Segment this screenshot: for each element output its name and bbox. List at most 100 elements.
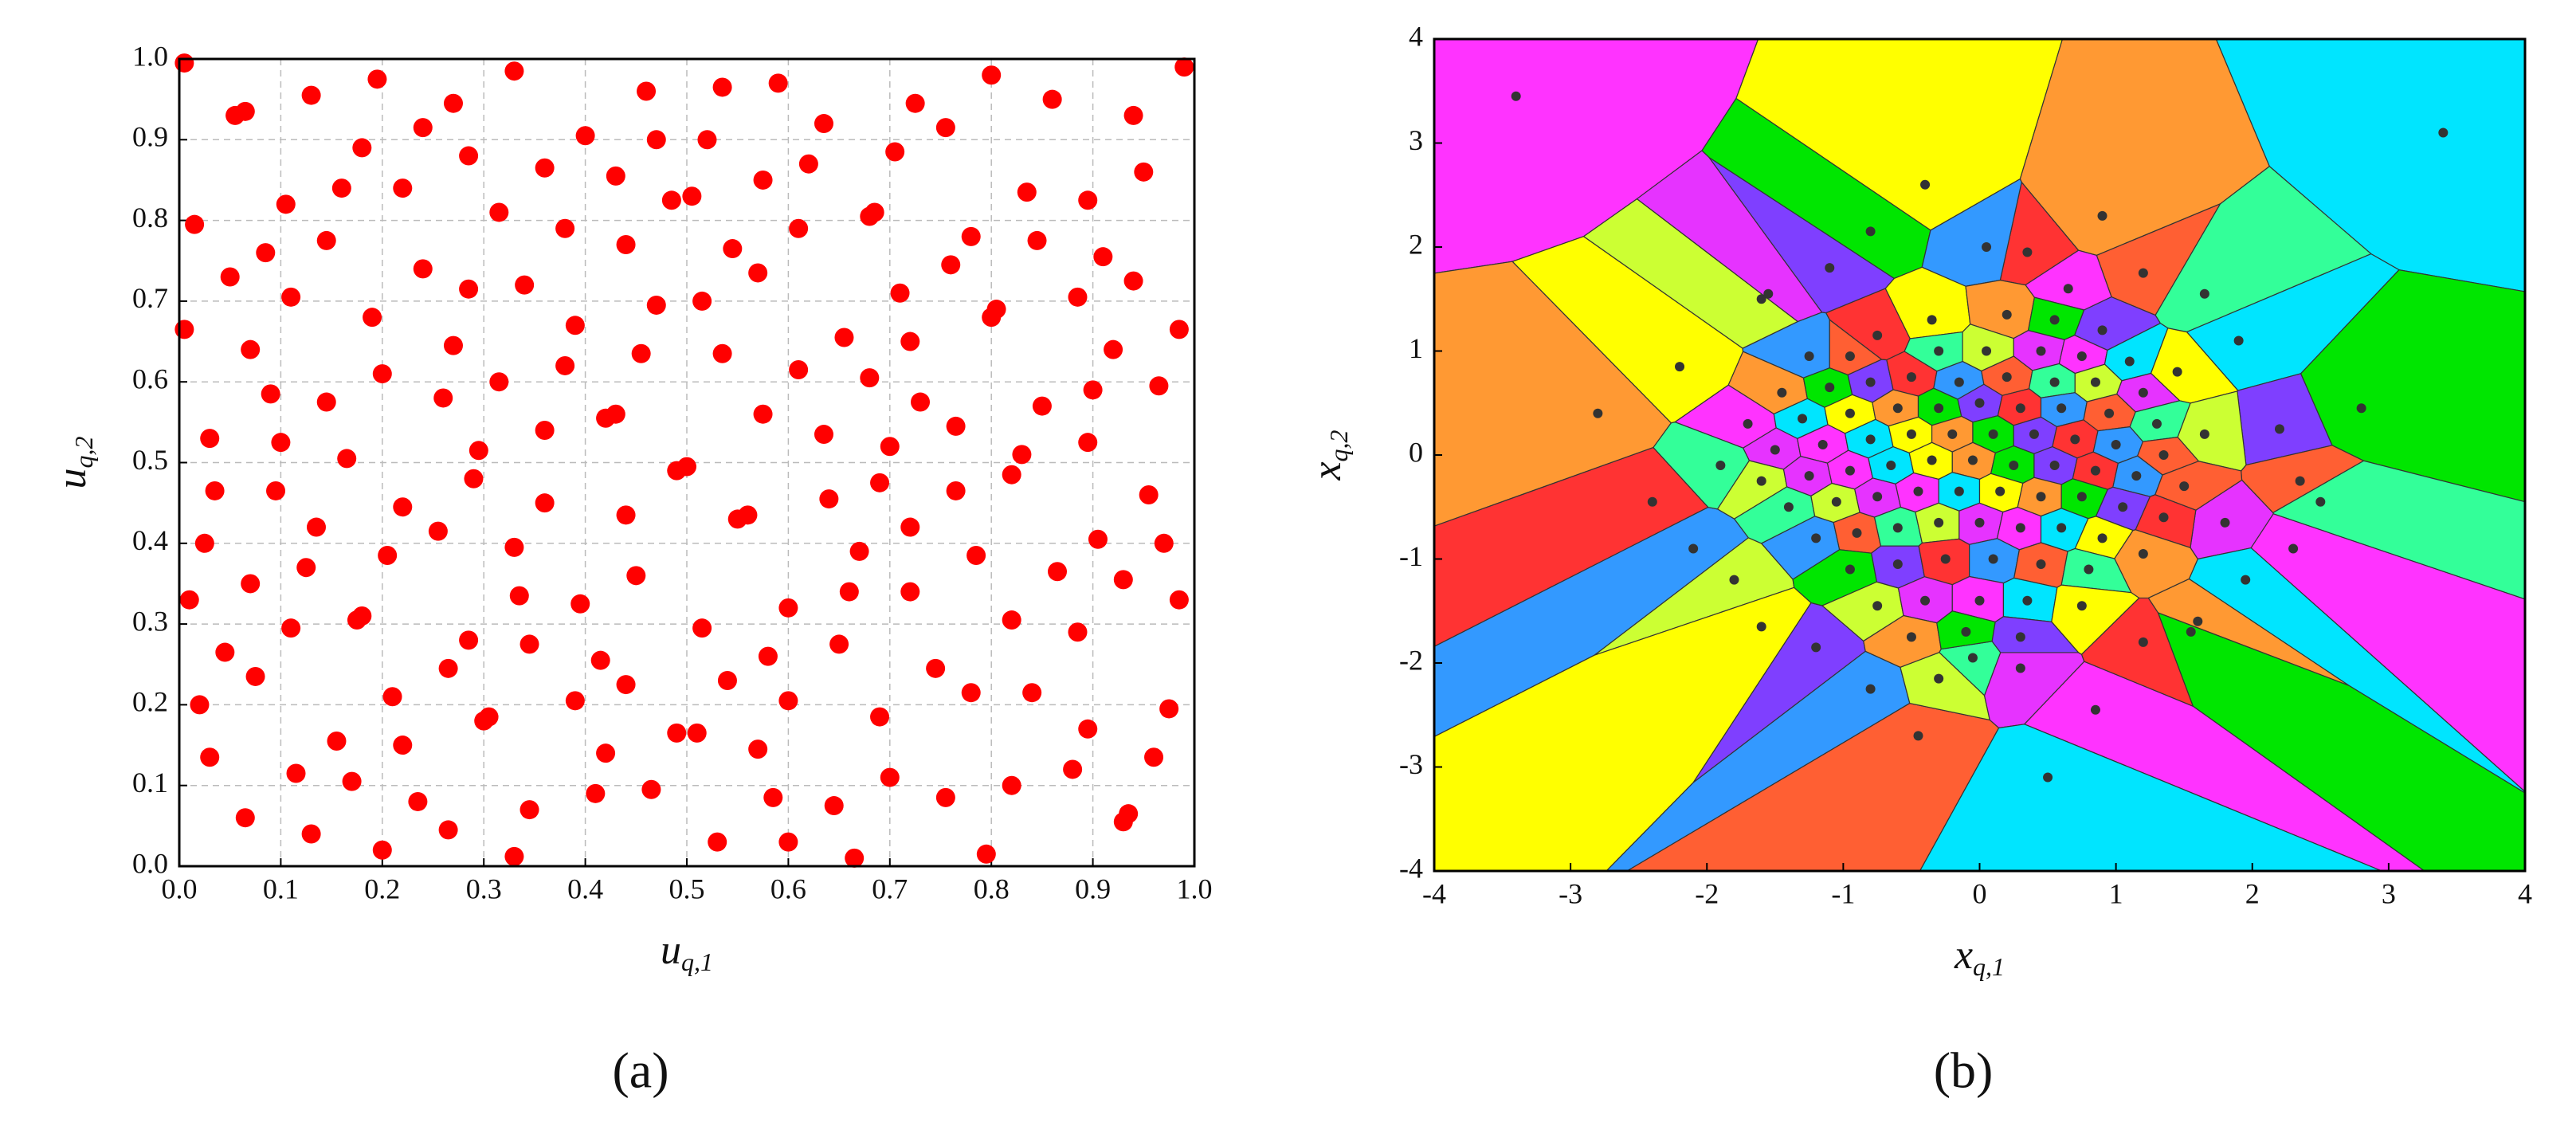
point [727, 509, 747, 529]
point [1511, 91, 1521, 101]
point [2076, 492, 2087, 502]
point [798, 154, 818, 174]
point [261, 384, 280, 404]
point [2049, 461, 2060, 471]
point [2090, 465, 2100, 476]
y-tick-label: 4 [1409, 20, 1423, 52]
point [667, 461, 687, 481]
point [393, 736, 413, 755]
point [504, 537, 524, 557]
point [367, 69, 387, 89]
point [982, 308, 1002, 328]
point [1906, 429, 1916, 439]
point [1967, 653, 1978, 663]
point [1913, 486, 1923, 496]
point [1777, 387, 1787, 398]
point [1934, 346, 1944, 356]
y-tick-label: 0.9 [132, 121, 168, 153]
point [870, 473, 890, 492]
point [789, 360, 809, 380]
point [1169, 590, 1189, 610]
point [616, 234, 636, 254]
point [1113, 812, 1133, 832]
point [241, 574, 261, 594]
point [2090, 704, 2100, 715]
point [2124, 356, 2135, 367]
point [2015, 663, 2025, 673]
point [2002, 372, 2012, 382]
point [459, 146, 479, 166]
point [2193, 616, 2203, 626]
x-tick-label: -3 [1559, 877, 1582, 909]
point [2158, 450, 2169, 460]
point [535, 420, 555, 440]
y-axis-label: uq,2 [49, 437, 98, 489]
x-tick-label: 2 [2245, 877, 2260, 909]
point [1012, 445, 1032, 465]
point [1113, 570, 1133, 590]
x-tick-label: 1.0 [1177, 873, 1213, 904]
point [347, 610, 367, 630]
point [413, 118, 433, 138]
point [1078, 433, 1098, 453]
point [1078, 190, 1098, 210]
point [413, 259, 433, 279]
point [1169, 320, 1189, 339]
point [1845, 408, 1855, 418]
point [1934, 673, 1944, 684]
point [1865, 684, 1876, 694]
point [1982, 346, 1992, 356]
y-tick-label: 0.6 [132, 363, 168, 394]
x-tick-label: 0.0 [162, 873, 198, 904]
point [1906, 372, 1916, 382]
point [2199, 429, 2209, 439]
point [860, 206, 880, 226]
point [459, 279, 479, 299]
point [2104, 408, 2115, 418]
point [2241, 575, 2251, 585]
point [758, 646, 778, 666]
point [748, 263, 768, 283]
y-tick-label: -2 [1399, 644, 1423, 676]
y-axis-label-sub: q,2 [69, 437, 98, 469]
point [900, 517, 920, 537]
point [2138, 548, 2148, 559]
point [1954, 377, 1964, 387]
point [266, 481, 286, 500]
point [687, 723, 707, 743]
point [1906, 632, 1916, 642]
point [1027, 230, 1047, 250]
point [286, 763, 306, 783]
point [1139, 485, 1159, 505]
y-tick-label: 1.0 [132, 40, 168, 72]
x-axis-label-sub: q,1 [1973, 952, 2005, 981]
point [1845, 465, 1855, 476]
point [697, 130, 717, 150]
point [271, 433, 291, 453]
point [1995, 486, 2006, 496]
point [845, 848, 865, 868]
point [504, 846, 524, 866]
point [1892, 559, 1903, 570]
point [2063, 284, 2073, 294]
y-axis-label-main: u [49, 469, 95, 489]
point [565, 316, 585, 335]
point [1974, 595, 1985, 606]
point [2036, 559, 2046, 570]
point [535, 493, 555, 513]
point [504, 61, 524, 81]
point [535, 158, 555, 178]
point [555, 355, 575, 375]
point [1982, 242, 1992, 252]
point [641, 779, 661, 799]
y-axis-label-sub: q,2 [1324, 430, 1353, 461]
x-tick-label: 1 [2109, 877, 2123, 909]
point [245, 666, 265, 686]
point [753, 170, 773, 190]
x-axis-label: xq,1 [1954, 932, 2005, 981]
y-tick-label: 0.7 [132, 282, 168, 314]
point [2036, 346, 2046, 356]
point [631, 343, 651, 363]
point [1920, 179, 1931, 190]
point [667, 723, 687, 743]
